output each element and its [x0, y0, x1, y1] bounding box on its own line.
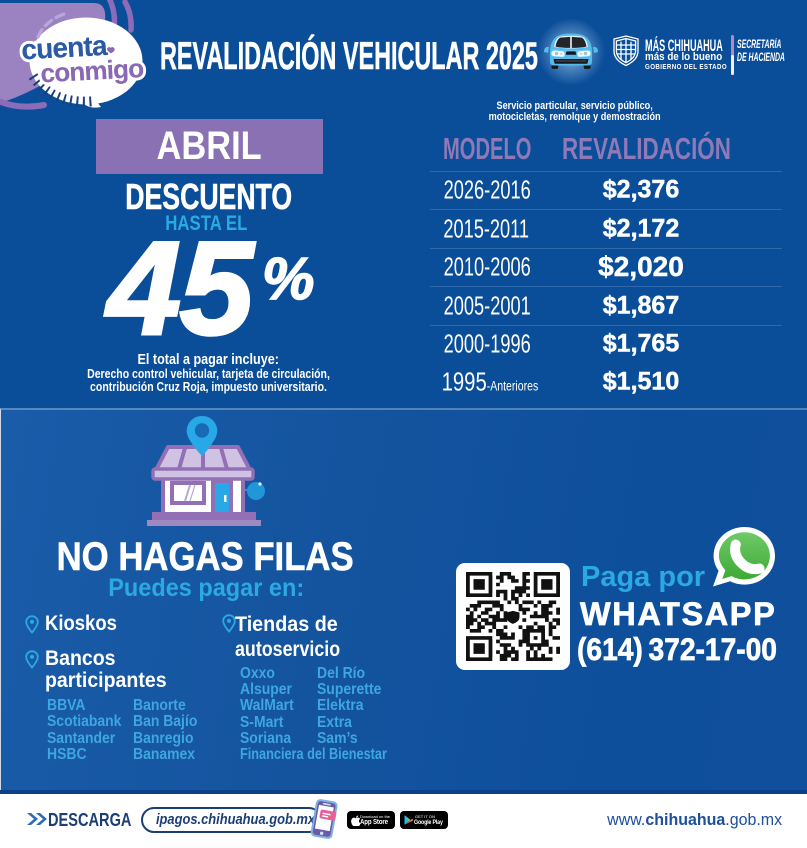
- svg-text:conmigo: conmigo: [40, 53, 144, 88]
- svg-text:cuenta: cuenta: [21, 30, 109, 65]
- svg-text:cuenta: cuenta: [21, 30, 109, 65]
